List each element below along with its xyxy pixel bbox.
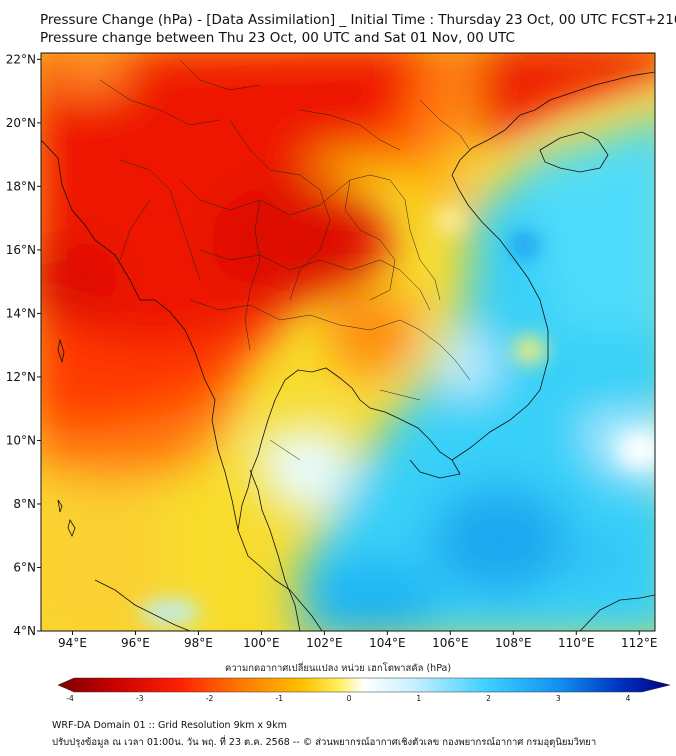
colorbar-tick-label: 2 (486, 694, 491, 703)
lat-tick-label: 10°N (6, 433, 36, 447)
lon-tick-label: 104°E (369, 636, 406, 650)
lon-tick-label: 110°E (558, 636, 595, 650)
lat-tick-labels: 4°N 6°N 8°N 10°N 12°N 14°N 16°N 18°N 20°N 22°N (6, 52, 41, 638)
colorbar-ticks: -4 -3 -2 -1 0 1 2 3 4 (66, 694, 630, 703)
colorbar: -4 -3 -2 -1 0 1 2 3 4 (57, 677, 671, 703)
lon-tick-label: 102°E (306, 636, 343, 650)
colorbar-tick-label: -1 (276, 694, 284, 703)
lat-tick-label: 8°N (13, 497, 36, 511)
colorbar-tick-label: -2 (206, 694, 214, 703)
colorbar-tick-label: 1 (416, 694, 421, 703)
colorbar-bar (57, 677, 671, 693)
colorbar-label: ความกดอากาศเปลี่ยนแปลง หน่วย เฮกโตพาสคัล… (224, 663, 452, 674)
colorbar-tick-label: 0 (347, 694, 352, 703)
footer-update-info: ปรับปรุงข้อมูล ณ เวลา 01:00น. วัน พฤ. ที… (52, 737, 597, 748)
lat-tick-label: 12°N (6, 370, 36, 384)
lon-tick-label: 108°E (495, 636, 532, 650)
coastlines (41, 71, 655, 631)
lon-tick-label: 106°E (432, 636, 469, 650)
lon-tick-label: 98°E (184, 636, 213, 650)
lon-tick-label: 100°E (243, 636, 280, 650)
colorbar-tick-label: 4 (626, 694, 631, 703)
map-title: Pressure Change (hPa) - [Data Assimilati… (40, 12, 676, 28)
lat-tick-label: 20°N (6, 116, 36, 130)
pressure-field (41, 53, 655, 631)
lat-tick-label: 22°N (6, 52, 36, 66)
lon-tick-labels: 94°E 96°E 98°E 100°E 102°E 104°E 106°E 108°E 110… (58, 631, 658, 650)
lat-tick-label: 14°N (6, 306, 36, 320)
map-frame (40, 52, 656, 632)
colorbar-tick-label: -3 (136, 694, 144, 703)
lat-tick-label: 6°N (13, 560, 36, 574)
lon-tick-label: 94°E (58, 636, 87, 650)
lat-tick-label: 16°N (6, 243, 36, 257)
colorbar-tick-label: 3 (556, 694, 561, 703)
map-subtitle: Pressure change between Thu 23 Oct, 00 U… (40, 30, 515, 46)
lon-tick-label: 112°E (621, 636, 658, 650)
lon-tick-label: 96°E (121, 636, 150, 650)
lat-tick-label: 18°N (6, 179, 36, 193)
province-borders (99, 59, 471, 461)
lat-tick-label: 4°N (13, 624, 36, 638)
footer-domain-info: WRF-DA Domain 01 :: Grid Resolution 9km … (52, 720, 287, 731)
colorbar-tick-label: -4 (66, 694, 74, 703)
